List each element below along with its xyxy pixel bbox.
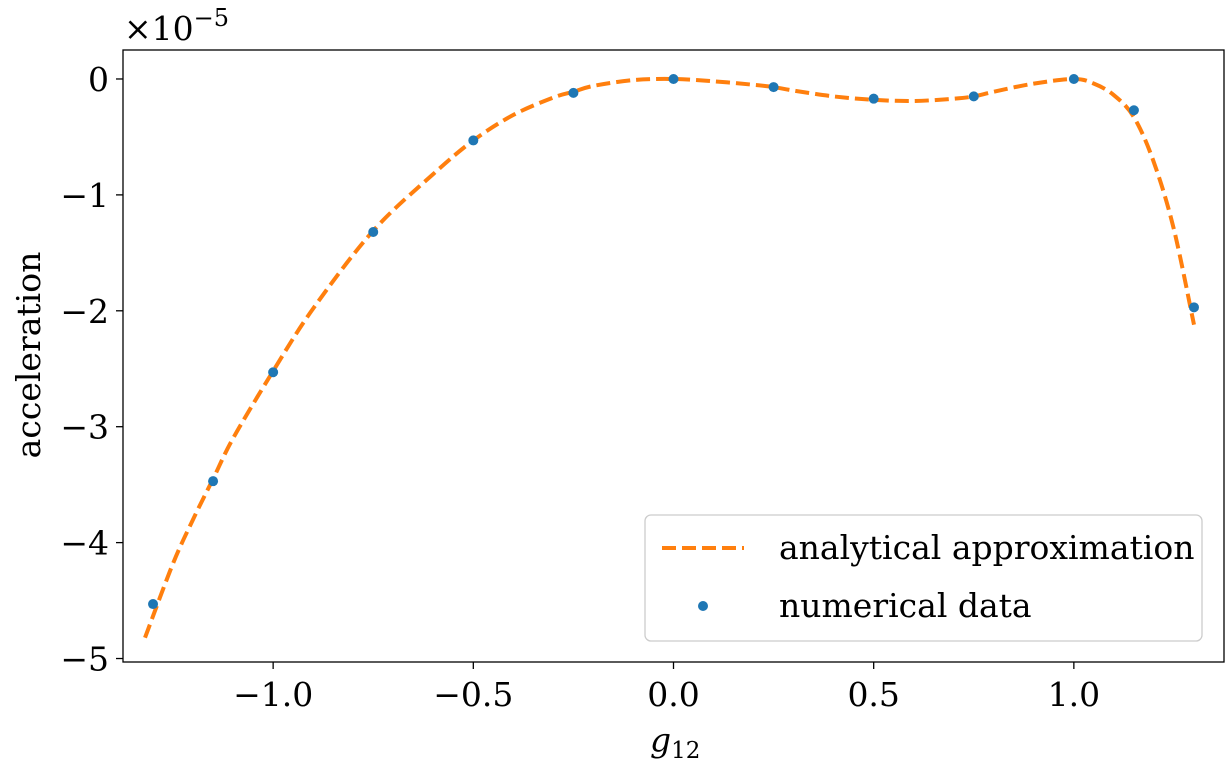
y-tick-label: 0 (88, 60, 109, 99)
x-axis-label: g12 (650, 720, 700, 763)
legend-label-numerical: numerical data (779, 586, 1032, 625)
numerical-data-point (148, 599, 159, 610)
y-axis-label: acceleration (9, 252, 48, 459)
legend-point-sample (698, 601, 708, 611)
y-tick-label: −5 (60, 640, 109, 679)
legend-box (644, 514, 1203, 642)
series-layer (143, 73, 1199, 639)
x-axis-label-subscript: 12 (671, 738, 700, 763)
series-analytical-approximation-line (143, 76, 1196, 639)
legend: analytical approximation numerical data (644, 514, 1203, 642)
numerical-data-point (268, 367, 279, 378)
x-tick-label: −0.5 (433, 675, 513, 714)
numerical-data-point (368, 226, 379, 237)
numerical-data-point (1068, 73, 1079, 84)
numerical-data-point (768, 82, 779, 93)
legend-label-analytical: analytical approximation (779, 528, 1194, 567)
numerical-data-point (1188, 302, 1199, 313)
y-tick-label: −4 (60, 524, 109, 563)
numerical-data-point (468, 135, 479, 146)
x-tick-label: 0.0 (647, 675, 699, 714)
y-tick-label: −1 (60, 176, 109, 215)
y-offset-exponent: −5 (194, 4, 229, 32)
y-offset-base: ×10 (124, 9, 194, 48)
x-tick-label: −1.0 (233, 675, 313, 714)
numerical-data-point (568, 87, 579, 98)
x-tick-label: 0.5 (847, 675, 899, 714)
y-tick-label: −3 (60, 408, 109, 447)
numerical-data-point (868, 93, 879, 104)
y-offset-text: ×10−5 (124, 4, 229, 48)
numerical-data-point (1128, 105, 1139, 116)
x-tick-label: 1.0 (1048, 675, 1100, 714)
x-axis-ticks: −1.0 −0.5 0.0 0.5 1.0 (233, 662, 1100, 714)
numerical-data-point (208, 476, 219, 487)
numerical-data-point (968, 91, 979, 102)
y-tick-label: −2 (60, 292, 109, 331)
numerical-data-point (668, 73, 679, 84)
x-axis-label-main: g (650, 720, 671, 759)
y-axis-ticks: 0 −1 −2 −3 −4 −5 (60, 60, 123, 679)
